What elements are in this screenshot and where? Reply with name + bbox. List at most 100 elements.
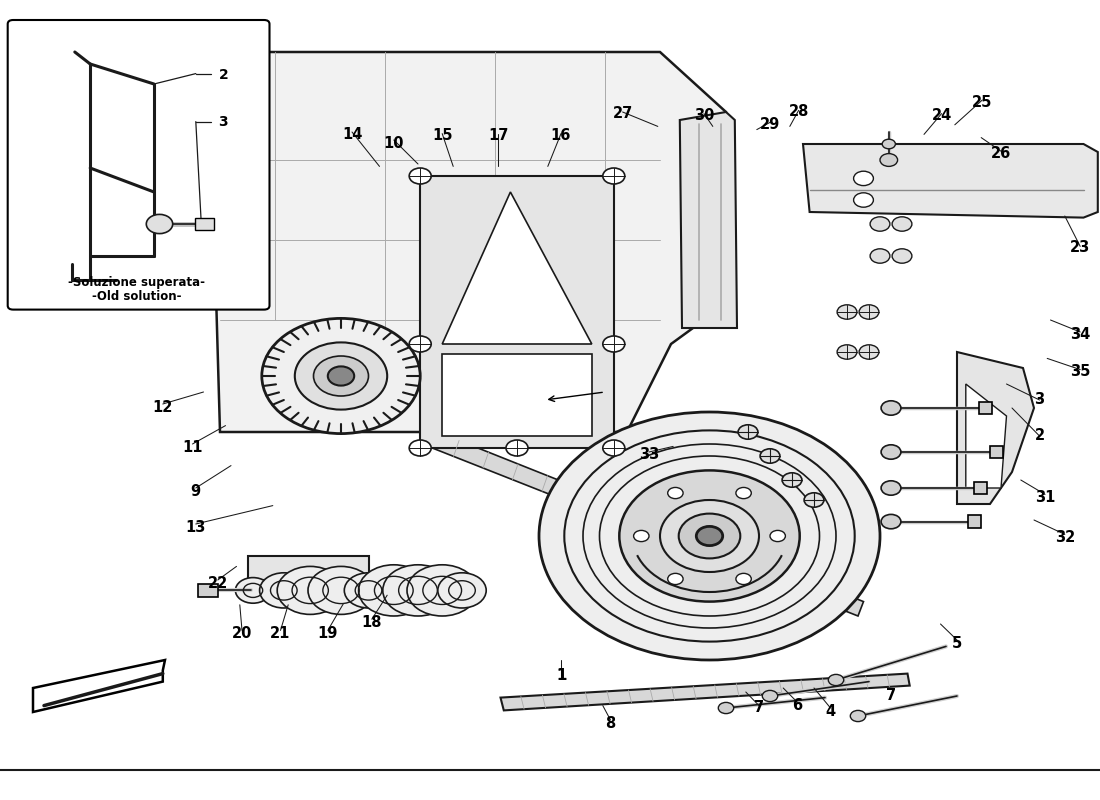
Circle shape xyxy=(409,440,431,456)
Circle shape xyxy=(383,565,453,616)
Polygon shape xyxy=(209,52,726,432)
Circle shape xyxy=(854,171,873,186)
Circle shape xyxy=(892,249,912,263)
Circle shape xyxy=(407,565,477,616)
Polygon shape xyxy=(442,354,592,436)
Text: 35: 35 xyxy=(1070,365,1090,379)
Circle shape xyxy=(736,574,751,585)
Circle shape xyxy=(634,530,649,542)
Circle shape xyxy=(603,440,625,456)
Text: eurospares: eurospares xyxy=(266,338,548,382)
Circle shape xyxy=(837,345,857,359)
Circle shape xyxy=(660,500,759,572)
Text: 5: 5 xyxy=(952,637,962,651)
Text: -Soluzione superata-: -Soluzione superata- xyxy=(68,276,205,289)
Circle shape xyxy=(295,342,387,410)
Bar xyxy=(968,515,981,528)
Circle shape xyxy=(235,578,271,603)
Circle shape xyxy=(314,356,369,396)
Circle shape xyxy=(619,470,800,602)
Circle shape xyxy=(409,336,431,352)
Circle shape xyxy=(668,487,683,498)
Text: 26: 26 xyxy=(991,146,1011,161)
Text: 20: 20 xyxy=(232,626,252,641)
Text: 1: 1 xyxy=(556,669,566,683)
Circle shape xyxy=(344,573,393,608)
Text: 24: 24 xyxy=(932,109,952,123)
Circle shape xyxy=(804,493,824,507)
Circle shape xyxy=(359,565,429,616)
FancyBboxPatch shape xyxy=(8,20,270,310)
Circle shape xyxy=(760,449,780,463)
Text: 17: 17 xyxy=(488,129,508,143)
Text: 8: 8 xyxy=(605,717,616,731)
Text: 13: 13 xyxy=(186,521,206,535)
Text: 27: 27 xyxy=(613,106,632,121)
Circle shape xyxy=(308,566,374,614)
Polygon shape xyxy=(803,144,1098,218)
Text: 9: 9 xyxy=(190,485,201,499)
Circle shape xyxy=(881,401,901,415)
Circle shape xyxy=(882,139,895,149)
Circle shape xyxy=(850,710,866,722)
Circle shape xyxy=(262,318,420,434)
Circle shape xyxy=(409,168,431,184)
Text: 29: 29 xyxy=(760,118,780,132)
Polygon shape xyxy=(33,660,165,712)
Text: 23: 23 xyxy=(1070,241,1090,255)
Circle shape xyxy=(870,249,890,263)
Circle shape xyxy=(782,473,802,487)
Text: 3: 3 xyxy=(1034,393,1045,407)
Circle shape xyxy=(881,514,901,529)
Text: 21: 21 xyxy=(271,626,290,641)
Text: 3: 3 xyxy=(219,114,228,129)
Circle shape xyxy=(603,336,625,352)
Circle shape xyxy=(880,154,898,166)
Circle shape xyxy=(146,214,173,234)
Circle shape xyxy=(260,573,308,608)
Circle shape xyxy=(859,345,879,359)
Text: 32: 32 xyxy=(1055,530,1075,545)
Circle shape xyxy=(854,193,873,207)
Circle shape xyxy=(738,425,758,439)
Circle shape xyxy=(438,573,486,608)
Text: 6: 6 xyxy=(792,698,803,713)
Text: 11: 11 xyxy=(183,441,202,455)
Text: 2: 2 xyxy=(219,68,228,82)
Text: 12: 12 xyxy=(153,401,173,415)
Bar xyxy=(195,218,214,230)
Polygon shape xyxy=(966,384,1006,488)
Text: 4: 4 xyxy=(825,705,836,719)
Text: 16: 16 xyxy=(551,129,571,143)
Polygon shape xyxy=(248,556,368,580)
Circle shape xyxy=(718,702,734,714)
Circle shape xyxy=(539,412,880,660)
Text: 15: 15 xyxy=(432,129,452,143)
Text: eurospares: eurospares xyxy=(541,538,823,582)
Circle shape xyxy=(881,445,901,459)
Text: 18: 18 xyxy=(362,615,382,630)
Polygon shape xyxy=(957,352,1034,504)
Text: 25: 25 xyxy=(972,95,992,110)
Text: 7: 7 xyxy=(754,701,764,715)
Circle shape xyxy=(837,305,857,319)
Circle shape xyxy=(859,305,879,319)
Bar xyxy=(974,482,987,494)
Text: 7: 7 xyxy=(886,689,896,703)
Circle shape xyxy=(770,530,785,542)
Polygon shape xyxy=(500,674,910,710)
Circle shape xyxy=(603,168,625,184)
Bar xyxy=(979,402,992,414)
Circle shape xyxy=(679,514,740,558)
Polygon shape xyxy=(442,192,592,344)
Circle shape xyxy=(762,690,778,702)
Circle shape xyxy=(506,440,528,456)
Text: 2: 2 xyxy=(1034,429,1045,443)
Text: 14: 14 xyxy=(342,127,362,142)
Text: 34: 34 xyxy=(1070,327,1090,342)
Text: 22: 22 xyxy=(208,577,228,591)
Circle shape xyxy=(328,366,354,386)
Text: 31: 31 xyxy=(1035,490,1055,505)
Circle shape xyxy=(668,574,683,585)
Bar xyxy=(990,446,1003,458)
